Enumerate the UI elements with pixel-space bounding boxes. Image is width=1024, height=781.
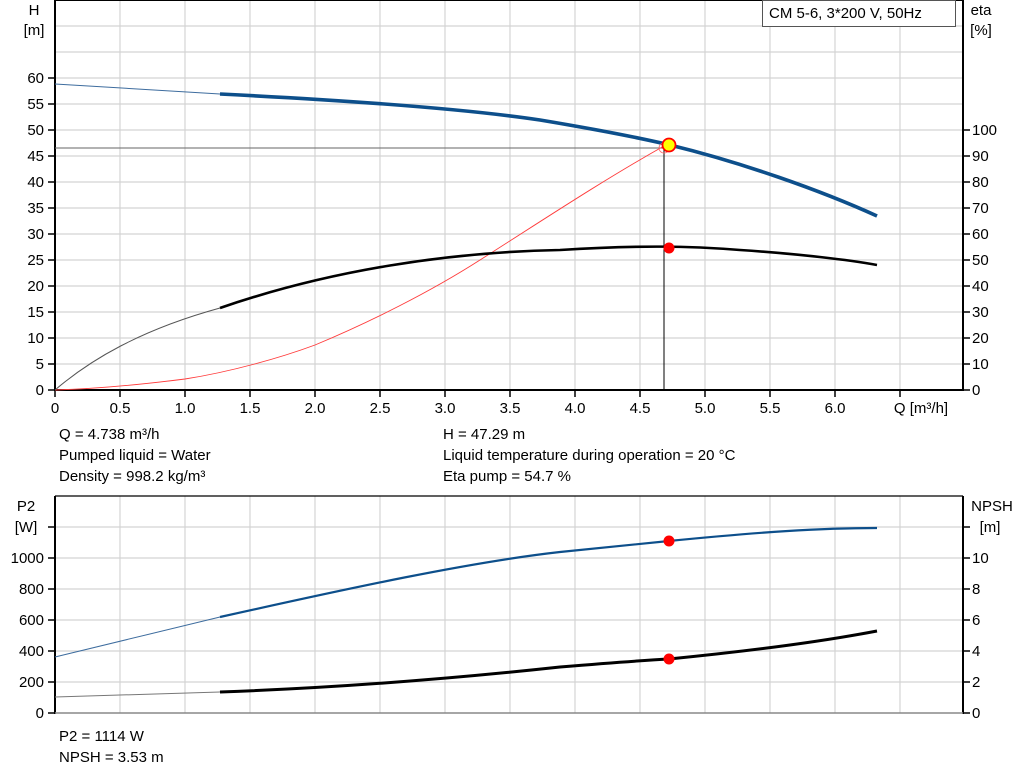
- svg-text:0.5: 0.5: [110, 400, 131, 417]
- eta-axis-unit: [%]: [970, 22, 992, 39]
- info-npsh: NPSH = 3.53 m: [59, 749, 164, 766]
- svg-text:5: 5: [36, 356, 44, 373]
- svg-text:800: 800: [19, 581, 44, 598]
- svg-text:100: 100: [972, 122, 997, 139]
- svg-text:0: 0: [972, 705, 980, 722]
- npsh-axis-labels: 0 2 4 6 8 10: [972, 550, 989, 722]
- svg-text:90: 90: [972, 148, 989, 165]
- npsh-axis-ticks: [963, 526, 970, 714]
- q-axis-labels: 0 0.5 1.0 1.5 2.0 2.5 3.0 3.5 4.0 4.5 5.…: [51, 400, 948, 417]
- p2-axis-labels: 0 200 400 600 800 1000: [11, 550, 44, 722]
- bottom-chart: 0 200 400 600 800 1000 P2 [W] 0 2 4 6 8 …: [11, 495, 1013, 722]
- pump-model-legend: CM 5-6, 3*200 V, 50Hz: [762, 0, 956, 27]
- eta-axis-labels: 0 10 20 30 40 50 60 70 80 90 100: [972, 122, 997, 399]
- p2-axis-unit: [W]: [15, 519, 38, 536]
- svg-text:0: 0: [972, 382, 980, 399]
- svg-text:45: 45: [27, 148, 44, 165]
- eta-axis-title: eta: [971, 2, 993, 19]
- svg-text:30: 30: [972, 304, 989, 321]
- npsh-curve: [219, 629, 878, 694]
- h-axis-labels: 0 5 10 15 20 25 30 35 40 45 50 55 60: [27, 70, 44, 399]
- q-axis-title: Q [m³/h]: [894, 400, 948, 417]
- svg-text:70: 70: [972, 200, 989, 217]
- svg-text:6.0: 6.0: [825, 400, 846, 417]
- svg-text:30: 30: [27, 226, 44, 243]
- svg-text:0: 0: [36, 705, 44, 722]
- svg-text:0: 0: [36, 382, 44, 399]
- p2-curve-extrapolated: [54, 616, 221, 658]
- svg-text:50: 50: [972, 252, 989, 269]
- svg-text:0: 0: [51, 400, 59, 417]
- svg-text:60: 60: [972, 226, 989, 243]
- q-axis-ticks: [54, 390, 901, 397]
- duty-point-efficiency[interactable]: [663, 242, 675, 254]
- info-liquid-temperature: Liquid temperature during operation = 20…: [443, 447, 736, 464]
- svg-text:1.5: 1.5: [240, 400, 261, 417]
- svg-text:8: 8: [972, 581, 980, 598]
- svg-text:20: 20: [972, 330, 989, 347]
- svg-text:10: 10: [972, 356, 989, 373]
- svg-text:15: 15: [27, 304, 44, 321]
- info-head: H = 47.29 m: [443, 426, 526, 443]
- svg-text:20: 20: [27, 278, 44, 295]
- svg-text:1000: 1000: [11, 550, 44, 567]
- npsh-axis-title: NPSH: [971, 498, 1013, 515]
- svg-text:10: 10: [972, 550, 989, 567]
- svg-text:60: 60: [27, 70, 44, 87]
- svg-text:40: 40: [27, 174, 44, 191]
- svg-text:50: 50: [27, 122, 44, 139]
- svg-text:200: 200: [19, 674, 44, 691]
- info-density: Density = 998.2 kg/m³: [59, 468, 206, 485]
- efficiency-curve-extrapolated: [54, 307, 221, 391]
- svg-text:400: 400: [19, 643, 44, 660]
- efficiency-curve: [219, 245, 878, 310]
- svg-text:25: 25: [27, 252, 44, 269]
- svg-text:2.0: 2.0: [305, 400, 326, 417]
- p2-curve: [219, 526, 878, 619]
- eta-axis-ticks: [963, 129, 970, 391]
- svg-text:40: 40: [972, 278, 989, 295]
- p2-axis-title: P2: [17, 498, 35, 515]
- svg-text:6: 6: [972, 612, 980, 629]
- svg-text:80: 80: [972, 174, 989, 191]
- svg-text:4.5: 4.5: [630, 400, 651, 417]
- svg-text:3.0: 3.0: [435, 400, 456, 417]
- svg-text:5.5: 5.5: [760, 400, 781, 417]
- h-axis-title: H: [29, 2, 40, 19]
- svg-text:3.5: 3.5: [500, 400, 521, 417]
- h-axis-unit: [m]: [24, 22, 45, 39]
- system-curve: [54, 145, 665, 391]
- npsh-axis-unit: [m]: [980, 519, 1001, 536]
- h-axis-ticks: [48, 77, 55, 391]
- svg-text:10: 10: [27, 330, 44, 347]
- duty-point-npsh[interactable]: [663, 653, 675, 665]
- head-curve: [219, 92, 878, 218]
- info-p2: P2 = 1114 W: [59, 728, 144, 745]
- svg-text:55: 55: [27, 96, 44, 113]
- duty-point-head[interactable]: [661, 137, 677, 153]
- svg-text:2: 2: [972, 674, 980, 691]
- svg-text:600: 600: [19, 612, 44, 629]
- duty-point-p2[interactable]: [663, 535, 675, 547]
- svg-text:5.0: 5.0: [695, 400, 716, 417]
- npsh-curve-extrapolated: [54, 691, 221, 698]
- svg-text:1.0: 1.0: [175, 400, 196, 417]
- svg-text:2.5: 2.5: [370, 400, 391, 417]
- top-chart: 0 5 10 15 20 25 30 35 40 45 50 55 60 H […: [24, 0, 997, 417]
- p2-axis-ticks: [48, 526, 55, 714]
- svg-text:35: 35: [27, 200, 44, 217]
- info-eta-pump: Eta pump = 54.7 %: [443, 468, 571, 485]
- svg-text:4: 4: [972, 643, 980, 660]
- info-pumped-liquid: Pumped liquid = Water: [59, 447, 211, 464]
- head-curve-extrapolated: [54, 83, 221, 95]
- svg-text:4.0: 4.0: [565, 400, 586, 417]
- info-flow-rate: Q = 4.738 m³/h: [59, 426, 160, 443]
